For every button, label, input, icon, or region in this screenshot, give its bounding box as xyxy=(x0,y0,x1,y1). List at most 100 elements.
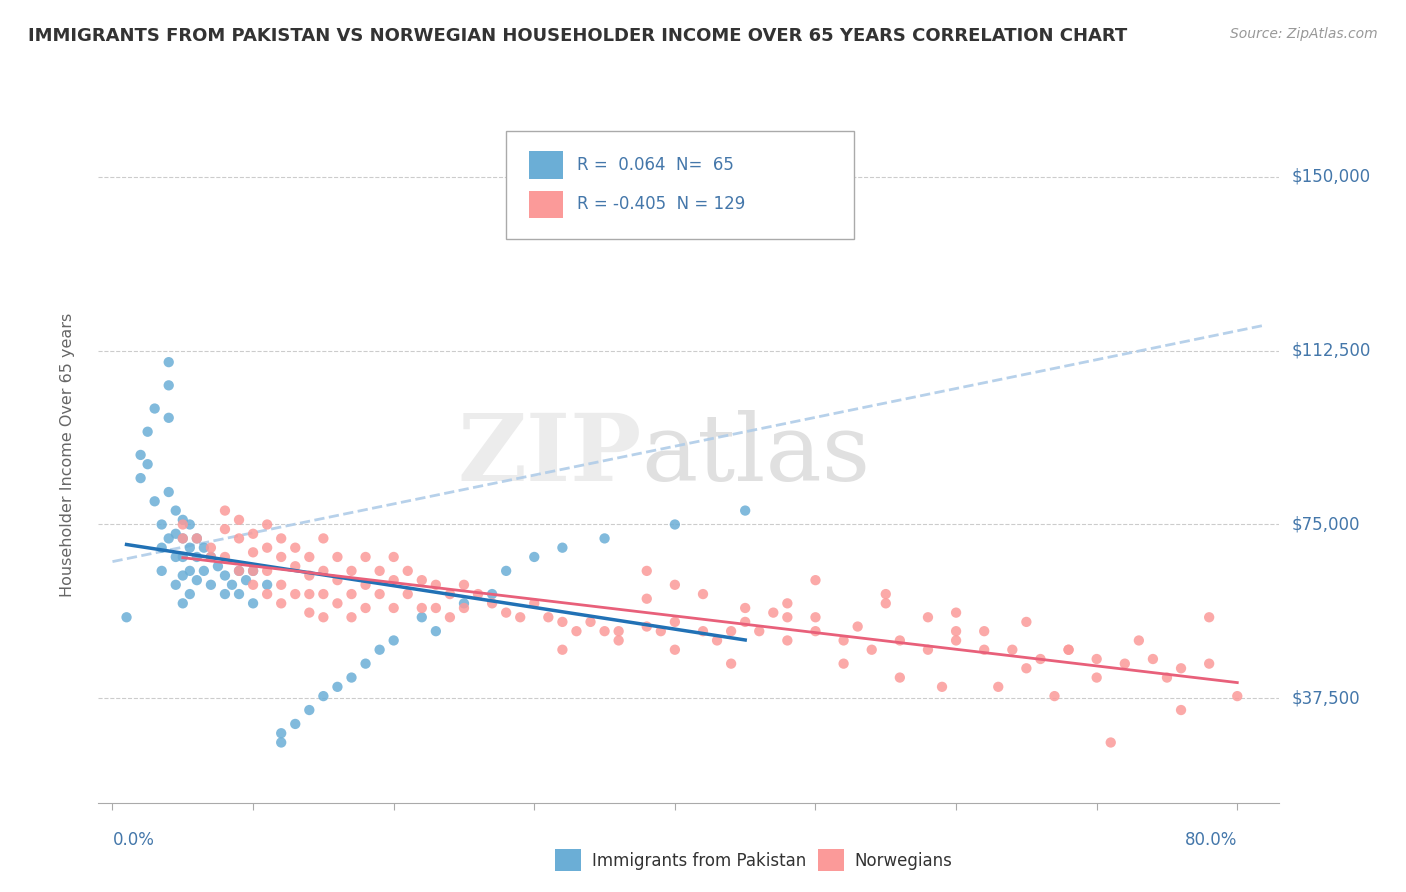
Point xyxy=(214,568,236,582)
Point xyxy=(425,578,447,592)
Point xyxy=(832,657,855,671)
Point xyxy=(650,624,672,639)
Point xyxy=(326,573,349,587)
Point xyxy=(284,559,307,574)
Point xyxy=(354,549,377,564)
Point xyxy=(804,610,827,624)
Point xyxy=(284,587,307,601)
Point xyxy=(179,517,201,532)
Point xyxy=(664,615,686,629)
Point xyxy=(228,532,250,546)
Point xyxy=(411,573,433,587)
Point xyxy=(200,578,222,592)
Point xyxy=(551,642,574,657)
Point xyxy=(200,549,222,564)
Point xyxy=(495,606,517,620)
Point xyxy=(664,517,686,532)
Point xyxy=(172,532,194,546)
Text: Immigrants from Pakistan: Immigrants from Pakistan xyxy=(592,852,806,870)
Point xyxy=(565,624,588,639)
Text: R = -0.405  N = 129: R = -0.405 N = 129 xyxy=(576,195,745,213)
Point xyxy=(256,541,278,555)
Point xyxy=(411,610,433,624)
Point xyxy=(382,573,405,587)
Point xyxy=(214,522,236,536)
Point xyxy=(551,615,574,629)
Point xyxy=(860,642,883,657)
Point xyxy=(270,735,292,749)
Text: ZIP: ZIP xyxy=(457,410,641,500)
Point xyxy=(193,564,215,578)
Point xyxy=(734,615,756,629)
Point xyxy=(228,587,250,601)
Point xyxy=(200,541,222,555)
Point xyxy=(172,596,194,610)
Point xyxy=(326,596,349,610)
Bar xyxy=(530,151,562,178)
Point xyxy=(453,596,475,610)
Point xyxy=(636,564,658,578)
Point xyxy=(284,541,307,555)
Point xyxy=(1029,652,1052,666)
Point xyxy=(846,619,869,633)
Point xyxy=(179,564,201,578)
Point xyxy=(523,549,546,564)
Point xyxy=(354,657,377,671)
Point xyxy=(150,541,173,555)
Point xyxy=(1128,633,1150,648)
Point xyxy=(439,610,461,624)
Point xyxy=(706,633,728,648)
Point xyxy=(157,532,180,546)
Text: $37,500: $37,500 xyxy=(1291,690,1360,707)
Point xyxy=(143,494,166,508)
Point xyxy=(762,606,785,620)
Point xyxy=(636,619,658,633)
Point xyxy=(214,587,236,601)
Point xyxy=(425,601,447,615)
Point xyxy=(242,578,264,592)
Point xyxy=(298,568,321,582)
Point xyxy=(242,564,264,578)
Point xyxy=(973,642,995,657)
Point xyxy=(326,549,349,564)
Point xyxy=(165,578,187,592)
Point xyxy=(256,578,278,592)
Text: $150,000: $150,000 xyxy=(1291,168,1371,186)
Point xyxy=(382,601,405,615)
Text: 0.0%: 0.0% xyxy=(112,830,155,848)
Point xyxy=(242,545,264,559)
Point xyxy=(368,564,391,578)
Point xyxy=(172,517,194,532)
Point xyxy=(270,578,292,592)
Point xyxy=(1057,642,1080,657)
Point xyxy=(1015,661,1038,675)
FancyBboxPatch shape xyxy=(506,131,855,239)
Point xyxy=(129,448,152,462)
Text: $112,500: $112,500 xyxy=(1291,342,1371,359)
Point xyxy=(1170,661,1192,675)
Point xyxy=(312,564,335,578)
Point xyxy=(172,549,194,564)
Point xyxy=(917,610,939,624)
Point xyxy=(354,578,377,592)
Point xyxy=(312,689,335,703)
Point xyxy=(804,573,827,587)
Point xyxy=(256,564,278,578)
Point xyxy=(150,564,173,578)
Point xyxy=(1085,671,1108,685)
Point xyxy=(931,680,953,694)
Point xyxy=(607,624,630,639)
Point xyxy=(136,425,159,439)
Point xyxy=(523,596,546,610)
Point xyxy=(396,587,419,601)
Point xyxy=(593,532,616,546)
Point xyxy=(1001,642,1024,657)
Point xyxy=(207,559,229,574)
Point xyxy=(551,541,574,555)
Point xyxy=(228,564,250,578)
Text: Norwegians: Norwegians xyxy=(855,852,953,870)
Point xyxy=(425,624,447,639)
Point xyxy=(579,615,602,629)
Point xyxy=(692,624,714,639)
Point xyxy=(235,573,257,587)
